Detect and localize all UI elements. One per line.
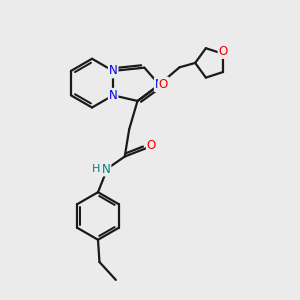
Text: N: N (155, 78, 164, 91)
Text: N: N (109, 89, 118, 102)
Text: O: O (159, 77, 168, 91)
Text: N: N (102, 163, 110, 176)
Text: O: O (147, 139, 156, 152)
Text: N: N (109, 64, 118, 77)
Text: O: O (218, 45, 228, 58)
Text: H: H (92, 164, 101, 174)
